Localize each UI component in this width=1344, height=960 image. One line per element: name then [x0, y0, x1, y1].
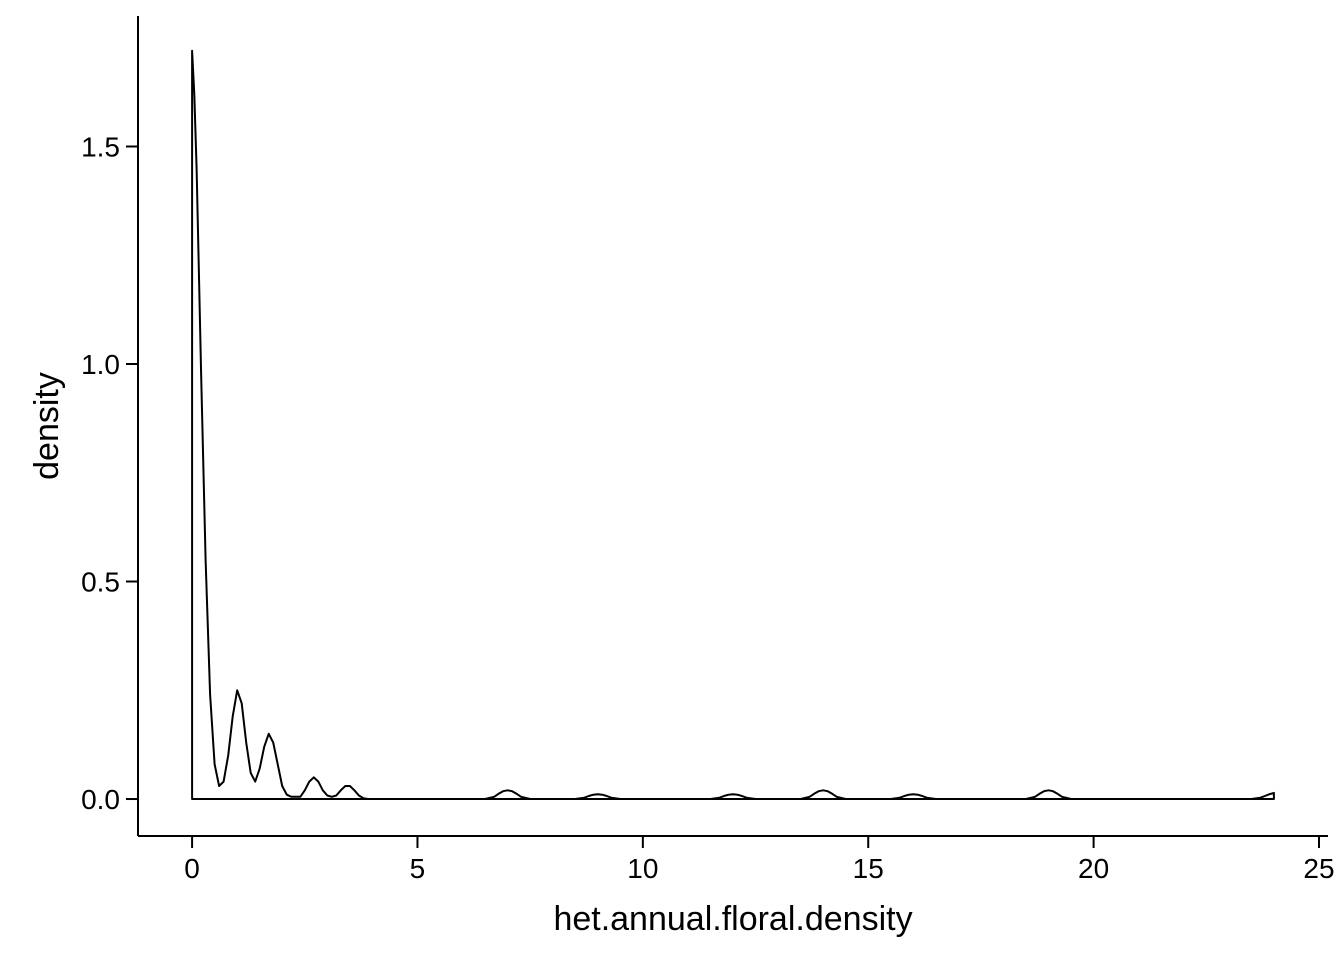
y-ticks: 0.0 0.5 1.0 1.5: [81, 132, 138, 815]
x-tick-label: 15: [853, 853, 884, 884]
x-axis-title: het.annual.floral.density: [553, 900, 912, 938]
x-tick-label: 5: [410, 853, 426, 884]
y-tick-label: 1.5: [81, 132, 120, 163]
y-tick-label: 1.0: [81, 349, 120, 380]
x-tick-label: 10: [627, 853, 658, 884]
x-tick-label: 20: [1078, 853, 1109, 884]
axes: 0 5 10 15 20 25 0.0 0.5 1.0 1.5: [81, 16, 1335, 884]
x-ticks: 0 5 10 15 20 25: [184, 836, 1335, 884]
y-tick-label: 0.0: [81, 784, 120, 815]
density-curve: [191, 49, 1275, 800]
y-axis-title: density: [28, 372, 66, 480]
x-tick-label: 25: [1303, 853, 1334, 884]
x-tick-label: 0: [184, 853, 200, 884]
y-tick-label: 0.5: [81, 567, 120, 598]
plot-area: [191, 49, 1275, 800]
